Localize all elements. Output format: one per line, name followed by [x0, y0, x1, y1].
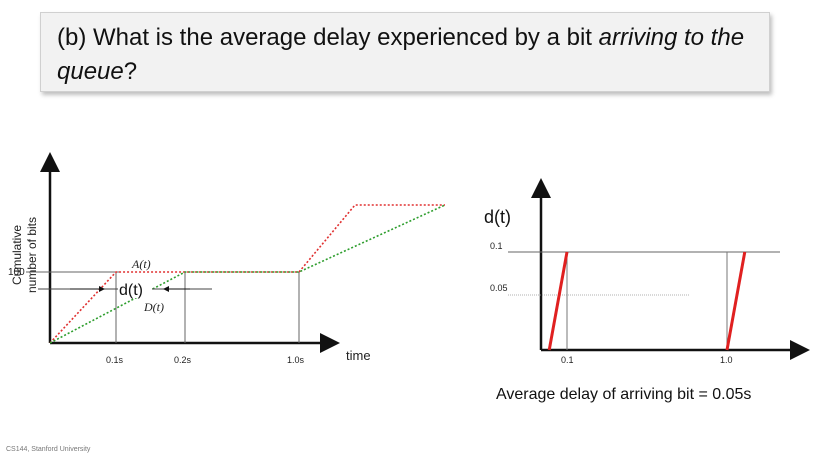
question-italic: arriving to the queue — [57, 24, 745, 85]
delay-segment-2 — [725, 251, 747, 351]
label-A: A(t) — [131, 257, 151, 271]
label-d: d(t) — [119, 282, 143, 299]
question-text: (b) What is the average delay experience… — [57, 24, 592, 51]
cumulative-chart: Cumulative number of bits 100 0.1s 0.2s … — [8, 152, 446, 365]
x-tick-0.1: 0.1 — [561, 355, 574, 365]
label-D: D(t) — [143, 300, 164, 314]
x-tick-1.0s: 1.0s — [287, 355, 305, 365]
footer-text: CS144, Stanford University — [6, 446, 91, 453]
delay-label-bg — [118, 278, 152, 298]
x-tick-0.2s: 0.2s — [174, 355, 192, 365]
right-ylabel: d(t) — [484, 207, 511, 227]
delay-chart: d(t) 0.1 0.05 0.1 1.0 — [484, 178, 810, 365]
y-tick-0.1: 0.1 — [490, 241, 503, 251]
y-tick-0.05: 0.05 — [490, 283, 508, 293]
delay-segment-1 — [547, 251, 569, 351]
arrival-curve — [49, 204, 445, 344]
question-end: ? — [123, 58, 138, 85]
x-tick-0.1s: 0.1s — [106, 355, 124, 365]
x-label-time: time — [346, 348, 371, 363]
left-ylabel-1: Cumulative — [10, 225, 24, 285]
left-ylabel-2: number of bits — [25, 217, 39, 293]
x-tick-1.0: 1.0 — [720, 355, 733, 365]
question-box: (b) What is the average delay experience… — [40, 12, 770, 92]
answer-text: Average delay of arriving bit = 0.05s — [496, 386, 752, 403]
departure-curve — [49, 204, 446, 344]
y-tick-100: 100 — [8, 267, 25, 278]
